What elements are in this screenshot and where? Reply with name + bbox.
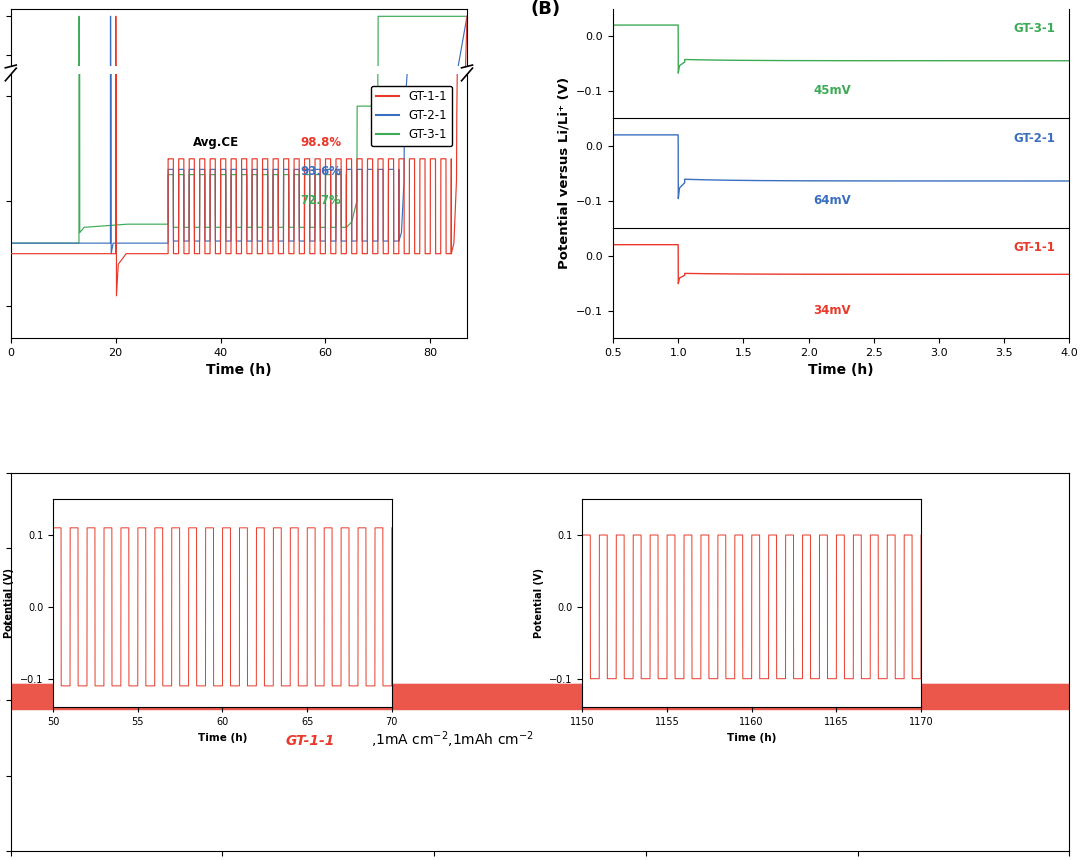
Text: 45mV: 45mV	[813, 84, 851, 97]
Text: (B): (B)	[531, 0, 561, 18]
Legend: GT-1-1, GT-2-1, GT-3-1: GT-1-1, GT-2-1, GT-3-1	[370, 86, 451, 146]
Text: GT-1-1: GT-1-1	[286, 734, 336, 748]
Text: GT-1-1: GT-1-1	[1014, 242, 1055, 255]
Text: 64mV: 64mV	[813, 194, 851, 207]
X-axis label: Time (h): Time (h)	[206, 363, 272, 378]
Text: 72.7%: 72.7%	[300, 194, 341, 206]
Text: GT-3-1: GT-3-1	[1014, 22, 1055, 34]
Text: Avg.CE: Avg.CE	[193, 136, 240, 149]
X-axis label: Time (h): Time (h)	[808, 363, 874, 378]
Text: ,1mA cm$^{-2}$,1mAh cm$^{-2}$: ,1mA cm$^{-2}$,1mAh cm$^{-2}$	[370, 730, 534, 750]
Text: 34mV: 34mV	[813, 304, 851, 316]
Text: 93.6%: 93.6%	[300, 164, 341, 178]
Text: GT-2-1: GT-2-1	[1014, 132, 1055, 144]
Y-axis label: Potential versus Li/Li⁺ (V): Potential versus Li/Li⁺ (V)	[557, 77, 570, 269]
Text: 98.8%: 98.8%	[300, 136, 341, 149]
